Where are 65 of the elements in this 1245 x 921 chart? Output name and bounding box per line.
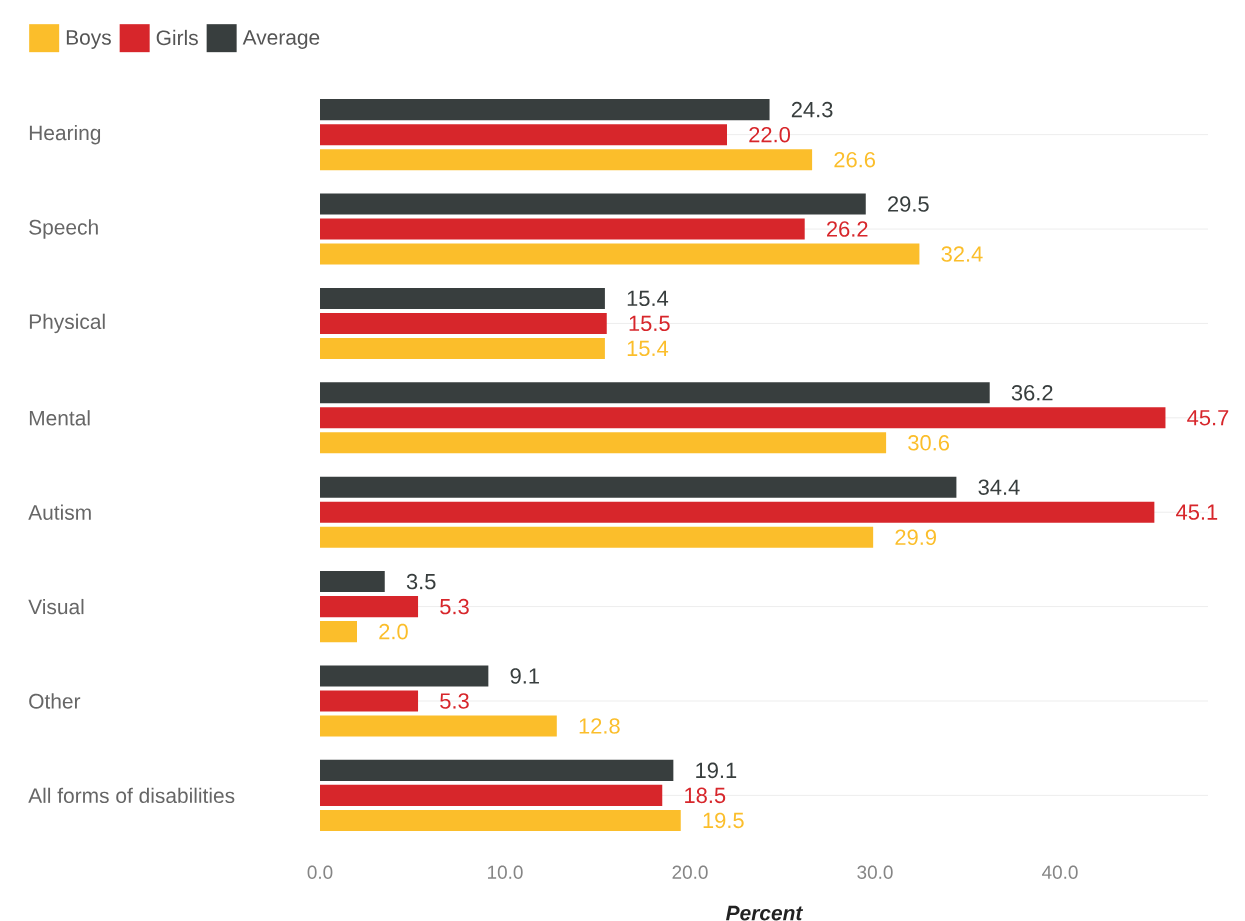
bar — [320, 784, 663, 806]
data-label: 2.0 — [379, 623, 408, 640]
bar — [320, 337, 605, 359]
bar — [320, 124, 727, 146]
bar — [320, 621, 357, 643]
legend-label: Average — [242, 30, 320, 49]
data-label: 26.6 — [834, 151, 876, 168]
y-tick-label: Mental — [29, 410, 90, 426]
data-label: 26.2 — [827, 221, 868, 237]
data-label: 22.0 — [749, 126, 790, 143]
y-tick-label: Visual — [28, 598, 84, 615]
bar — [320, 501, 1155, 523]
data-label: 19.5 — [703, 812, 744, 829]
data-label: 24.3 — [791, 101, 833, 118]
x-tick-label: 20.0 — [672, 865, 708, 879]
data-label: 32.4 — [941, 246, 983, 262]
data-label: 34.4 — [978, 479, 1020, 495]
bar — [320, 665, 489, 687]
x-tick-label: 40.0 — [1042, 865, 1078, 879]
y-tick-label: Speech — [29, 219, 98, 239]
data-label: 12.8 — [579, 718, 620, 734]
data-label: 15.4 — [627, 340, 669, 357]
data-label: 5.3 — [440, 693, 469, 709]
bar — [320, 287, 605, 309]
data-label: 30.6 — [908, 435, 950, 451]
bar — [320, 407, 1166, 429]
bar — [320, 312, 607, 334]
bar — [320, 432, 887, 454]
x-axis-title: Percent — [726, 905, 804, 921]
bar — [320, 193, 866, 215]
data-label: 45.7 — [1187, 410, 1229, 426]
bar — [320, 690, 419, 712]
bar — [320, 382, 990, 404]
bar — [320, 715, 557, 737]
data-label: 19.1 — [696, 762, 737, 779]
data-label: 3.5 — [406, 573, 436, 590]
data-label: 29.5 — [888, 196, 929, 212]
bar — [320, 809, 681, 831]
legend-label: Boys — [66, 30, 111, 49]
x-tick-label: 10.0 — [488, 865, 523, 879]
data-label: 36.2 — [1011, 385, 1053, 401]
data-label: 5.3 — [440, 598, 469, 615]
bar — [320, 243, 920, 265]
bar — [320, 526, 874, 548]
y-tick-label: Autism — [28, 504, 91, 520]
bar — [320, 476, 957, 498]
bar — [320, 759, 674, 781]
bar — [320, 149, 813, 171]
data-label: 18.5 — [685, 787, 726, 804]
data-label: 15.5 — [629, 315, 670, 332]
y-tick-label: Physical — [29, 313, 105, 334]
y-tick-label: All forms of disabilities — [28, 787, 235, 804]
data-label: 45.1 — [1176, 504, 1218, 520]
bar — [320, 596, 419, 618]
data-label: 15.4 — [627, 290, 669, 307]
bar — [320, 99, 770, 121]
y-tick-label: Other — [29, 693, 81, 709]
bar — [320, 571, 385, 593]
data-label: 9.1 — [510, 668, 539, 684]
y-tick-label: Hearing — [29, 124, 101, 145]
x-tick-label: 30.0 — [857, 865, 893, 879]
legend-label: Girls — [156, 29, 198, 46]
data-label: 29.9 — [895, 529, 936, 545]
bar — [320, 218, 805, 240]
x-tick-label: 0.0 — [307, 865, 333, 879]
